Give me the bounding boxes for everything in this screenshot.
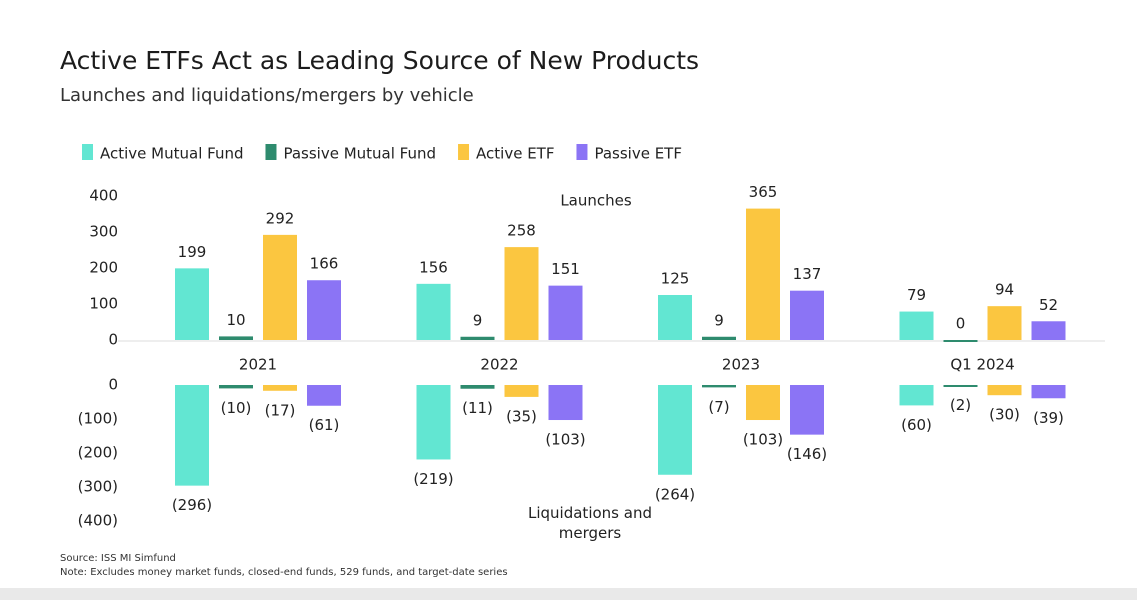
- x-tick-label: 2022: [480, 356, 518, 374]
- legend-swatch: [265, 144, 277, 160]
- value-label: (35): [506, 407, 537, 425]
- y-tick-label: (300): [78, 478, 118, 496]
- value-label: (103): [545, 431, 585, 449]
- bar: [899, 311, 934, 340]
- bar: [219, 336, 253, 340]
- bar: [175, 385, 209, 486]
- bar: [1031, 321, 1066, 340]
- value-label: (296): [172, 496, 212, 514]
- value-label: 0: [956, 315, 966, 333]
- annotation: Launches: [560, 192, 632, 210]
- bar: [263, 234, 297, 340]
- bar: [504, 247, 539, 340]
- value-label: 10: [226, 311, 245, 329]
- bar: [746, 385, 780, 421]
- legend-swatch: [576, 144, 588, 160]
- source: Source: ISS MI Simfund: [60, 553, 176, 564]
- bar: [460, 336, 495, 340]
- value-label: 156: [419, 258, 448, 276]
- bar: [790, 290, 824, 340]
- annotation: Liquidations and mergers: [528, 504, 652, 542]
- bar: [702, 336, 736, 340]
- y-tick-label: (400): [78, 512, 118, 530]
- value-label: (30): [989, 406, 1020, 424]
- y-tick-label: 0: [108, 331, 118, 349]
- legend-label: Passive ETF: [594, 145, 682, 163]
- value-label: 9: [714, 311, 724, 329]
- bar: [1031, 385, 1066, 399]
- bar: [307, 280, 341, 340]
- value-label: 151: [551, 260, 580, 278]
- legend-label: Active ETF: [476, 145, 554, 163]
- bar: [899, 385, 934, 406]
- bar: [658, 385, 692, 475]
- bar: [307, 385, 341, 406]
- value-label: (103): [743, 431, 783, 449]
- value-label: 9: [473, 311, 483, 329]
- y-tick-label: 100: [89, 295, 118, 313]
- bar: [790, 385, 824, 435]
- value-label: 258: [507, 222, 536, 240]
- value-label: (11): [462, 399, 493, 417]
- value-label: 166: [310, 255, 339, 273]
- bar: [460, 385, 495, 389]
- legend-label: Passive Mutual Fund: [283, 145, 436, 163]
- value-label: 94: [995, 281, 1014, 299]
- value-label: 125: [661, 270, 690, 288]
- value-label: (219): [413, 470, 453, 488]
- bar: [263, 385, 297, 391]
- bar: [987, 385, 1022, 396]
- value-label: 199: [178, 243, 207, 261]
- value-label: (7): [708, 398, 729, 416]
- bar: [702, 385, 736, 388]
- bar: [416, 283, 451, 340]
- bar: [416, 385, 451, 460]
- value-label: (60): [901, 416, 932, 434]
- y-tick-label: (200): [78, 444, 118, 462]
- bar: [943, 340, 978, 342]
- value-label: (10): [221, 399, 252, 417]
- value-label: (146): [787, 445, 827, 463]
- chart-subtitle: Launches and liquidations/mergers by veh…: [60, 85, 474, 106]
- legend-swatch: [458, 144, 470, 160]
- y-tick-label: 300: [89, 223, 118, 241]
- x-tick-label: 2023: [722, 356, 760, 374]
- value-label: (264): [655, 485, 695, 503]
- y-tick-label: 200: [89, 259, 118, 277]
- chart-title: Active ETFs Act as Leading Source of New…: [60, 46, 699, 75]
- bar: [175, 268, 209, 340]
- y-tick-label: (100): [78, 410, 118, 428]
- bar: [746, 208, 780, 340]
- bar: [548, 385, 583, 421]
- value-label: 137: [793, 265, 822, 283]
- x-tick-label: 2021: [239, 356, 277, 374]
- footer-strip: [0, 588, 1137, 600]
- value-label: 292: [266, 209, 295, 227]
- bar: [943, 385, 978, 387]
- bar: [548, 285, 583, 340]
- legend-swatch: [82, 144, 93, 160]
- y-tick-label: 400: [89, 187, 118, 205]
- y-tick-label: 0: [108, 376, 118, 394]
- value-label: (17): [265, 401, 296, 419]
- bar: [219, 385, 253, 389]
- value-label: (61): [309, 416, 340, 434]
- bar: [987, 306, 1022, 340]
- value-label: 79: [907, 286, 926, 304]
- value-label: 52: [1039, 296, 1058, 314]
- bar: [658, 295, 692, 340]
- bar: [504, 385, 539, 397]
- value-label: 365: [749, 183, 778, 201]
- value-label: (2): [950, 396, 971, 414]
- value-label: (39): [1033, 409, 1064, 427]
- x-tick-label: Q1 2024: [950, 356, 1014, 374]
- legend-label: Active Mutual Fund: [100, 145, 243, 163]
- note: Note: Excludes money market funds, close…: [60, 567, 508, 578]
